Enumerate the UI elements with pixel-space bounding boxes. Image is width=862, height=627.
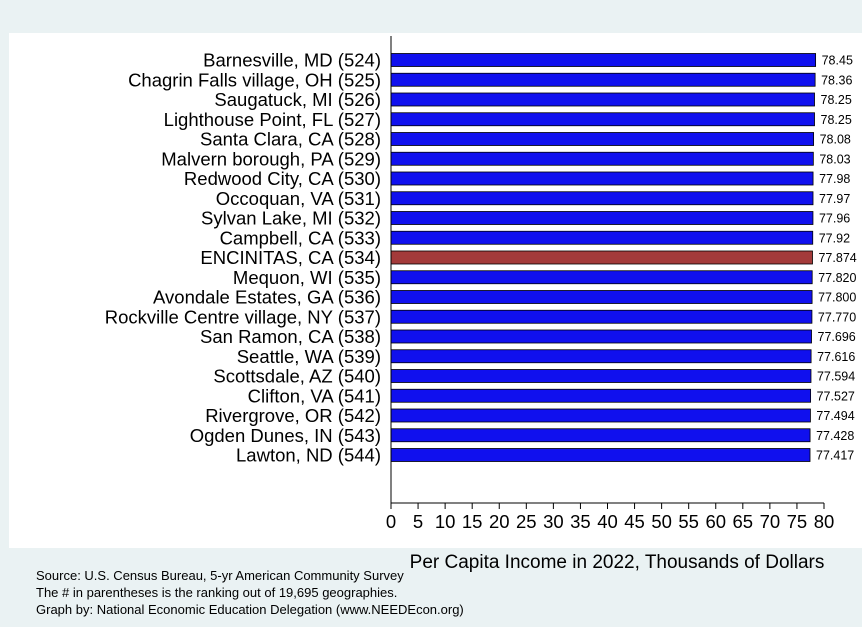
bar xyxy=(390,448,811,462)
value-label: 78.25 xyxy=(821,93,852,107)
value-label: 78.45 xyxy=(822,54,853,68)
source-note: Source: U.S. Census Bureau, 5-yr America… xyxy=(36,568,404,583)
credit-note: Graph by: National Economic Education De… xyxy=(36,602,464,617)
bar xyxy=(390,112,815,127)
bar xyxy=(390,151,814,166)
bar xyxy=(390,132,815,146)
category-label: Mequon, WI (535) xyxy=(233,267,381,288)
bar xyxy=(390,53,817,67)
category-label: Saugatuck, MI (526) xyxy=(214,89,381,110)
x-tick-label: 35 xyxy=(570,511,591,532)
category-label: Sylvan Lake, MI (532) xyxy=(201,208,381,229)
bar xyxy=(390,250,813,265)
bar xyxy=(390,92,815,107)
bar xyxy=(390,290,813,304)
bar xyxy=(390,369,812,383)
bar xyxy=(390,211,814,225)
x-tick-label: 40 xyxy=(597,511,618,532)
x-axis-label: Per Capita Income in 2022, Thousands of … xyxy=(410,552,825,573)
bar xyxy=(390,329,812,344)
value-label: 77.874 xyxy=(818,251,856,265)
bar xyxy=(390,388,812,403)
x-tick-label: 50 xyxy=(651,511,672,532)
value-label: 77.820 xyxy=(818,271,856,285)
category-label: Occoquan, VA (531) xyxy=(216,188,381,209)
bar xyxy=(390,171,814,186)
bar xyxy=(390,408,811,423)
category-label: Malvern borough, PA (529) xyxy=(161,148,381,169)
category-label: Campbell, CA (533) xyxy=(220,227,381,248)
category-label: Lighthouse Point, FL (527) xyxy=(164,109,381,130)
value-label: 78.03 xyxy=(819,152,850,166)
bar xyxy=(390,230,814,245)
category-label: Ogden Dunes, IN (543) xyxy=(190,425,381,446)
x-tick-label: 10 xyxy=(435,511,456,532)
value-label: 77.428 xyxy=(816,429,854,443)
x-tick-label: 60 xyxy=(705,511,726,532)
value-label: 77.98 xyxy=(819,172,850,186)
value-label: 78.08 xyxy=(820,133,851,147)
x-tick-label: 5 xyxy=(413,511,423,532)
category-label: Clifton, VA (541) xyxy=(248,385,381,406)
category-label: ENCINITAS, CA (534) xyxy=(200,247,381,268)
bar xyxy=(390,270,813,285)
category-label: Redwood City, CA (530) xyxy=(184,168,381,189)
x-tick-label: 55 xyxy=(678,511,699,532)
value-label: 78.36 xyxy=(821,73,852,87)
x-tick-label: 25 xyxy=(516,511,537,532)
chart-notes: Source: U.S. Census Bureau, 5-yr America… xyxy=(36,567,464,618)
value-label: 77.97 xyxy=(819,192,850,206)
x-tick-label: 80 xyxy=(814,511,835,532)
value-label: 78.25 xyxy=(821,113,852,127)
category-label: Scottsdale, AZ (540) xyxy=(213,366,381,387)
x-tick-label: 45 xyxy=(624,511,645,532)
bar xyxy=(390,191,814,206)
value-label: 77.417 xyxy=(816,449,854,463)
value-label: 77.616 xyxy=(817,350,855,364)
value-label: 77.770 xyxy=(818,310,856,324)
category-label: Lawton, ND (544) xyxy=(236,445,381,466)
category-label: Rockville Centre village, NY (537) xyxy=(105,306,381,327)
category-label: Santa Clara, CA (528) xyxy=(200,129,381,150)
x-tick-label: 65 xyxy=(733,511,754,532)
bar xyxy=(390,309,813,324)
value-label: 77.96 xyxy=(819,212,850,226)
category-label: Barnesville, MD (524) xyxy=(203,50,381,71)
value-label: 77.92 xyxy=(819,231,850,245)
bar xyxy=(390,349,812,364)
x-tick-label: 70 xyxy=(760,511,781,532)
x-tick-label: 75 xyxy=(787,511,808,532)
category-label: Rivergrove, OR (542) xyxy=(205,405,381,426)
value-label: 77.494 xyxy=(816,409,854,423)
bar xyxy=(390,72,816,87)
category-label: San Ramon, CA (538) xyxy=(200,326,381,347)
x-tick-label: 30 xyxy=(543,511,564,532)
value-label: 77.800 xyxy=(818,291,856,305)
x-tick-label: 0 xyxy=(386,511,396,532)
category-label: Chagrin Falls village, OH (525) xyxy=(128,69,381,90)
category-label: Seattle, WA (539) xyxy=(237,346,381,367)
x-tick-label: 20 xyxy=(489,511,510,532)
x-tick-label: 15 xyxy=(462,511,483,532)
ranking-note: The # in parentheses is the ranking out … xyxy=(36,585,398,600)
bar xyxy=(390,428,811,443)
value-label: 77.696 xyxy=(818,330,856,344)
category-label: Avondale Estates, GA (536) xyxy=(153,287,381,308)
value-label: 77.527 xyxy=(817,389,855,403)
value-label: 77.594 xyxy=(817,370,855,384)
